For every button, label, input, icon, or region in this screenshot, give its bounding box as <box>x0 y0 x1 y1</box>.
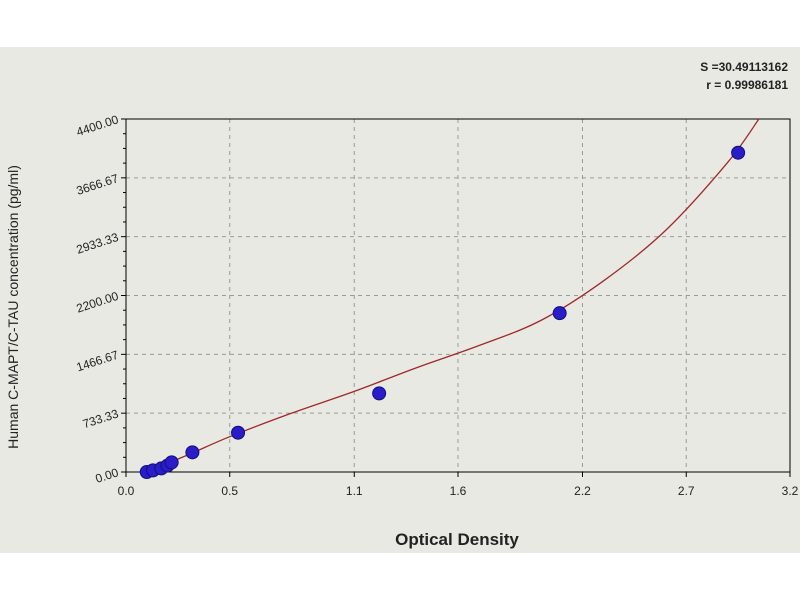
data-point <box>372 386 387 401</box>
s-statistic: S =30.49113162 <box>700 60 788 74</box>
y-tick-label: 2933.33 <box>75 230 121 257</box>
data-point <box>731 145 746 160</box>
r-statistic: r = 0.99986181 <box>706 78 788 92</box>
fit-curve-layer <box>146 119 760 472</box>
fit-curve <box>146 119 760 472</box>
x-axis-label: Optical Density <box>395 530 519 549</box>
chart-panel: 0.0 0.5 1.1 1.6 2.2 2.7 3.2 0.00 733.33 1466.67 22… <box>0 47 800 553</box>
data-point <box>231 425 246 440</box>
grid-lines <box>126 119 790 472</box>
x-tick-label: 1.6 <box>450 484 467 498</box>
axis-ticks: 0.0 0.5 1.1 1.6 2.2 2.7 3.2 0.00 733.33 1466.67 22… <box>75 112 799 498</box>
data-point <box>185 445 200 460</box>
data-point <box>552 306 567 321</box>
y-tick-label: 2200.00 <box>75 289 121 316</box>
x-tick-label: 0.0 <box>118 484 135 498</box>
data-point <box>164 455 179 470</box>
y-tick-label: 4400.00 <box>75 112 121 139</box>
x-tick-label: 0.5 <box>221 484 238 498</box>
x-tick-label: 2.7 <box>678 484 695 498</box>
y-tick-label: 0.00 <box>94 465 121 486</box>
calibration-chart: 0.0 0.5 1.1 1.6 2.2 2.7 3.2 0.00 733.33 1466.67 22… <box>5 112 799 549</box>
x-tick-label: 1.1 <box>346 484 363 498</box>
y-tick-label: 3666.67 <box>75 171 121 198</box>
y-tick-label: 1466.67 <box>75 348 121 375</box>
x-tick-label: 3.2 <box>782 484 799 498</box>
y-axis-label: Human C-MAPT/C-TAU concentration (pg/ml) <box>5 165 21 449</box>
x-tick-label: 2.2 <box>574 484 591 498</box>
y-tick-label: 733.33 <box>81 406 121 431</box>
data-points <box>139 145 746 479</box>
